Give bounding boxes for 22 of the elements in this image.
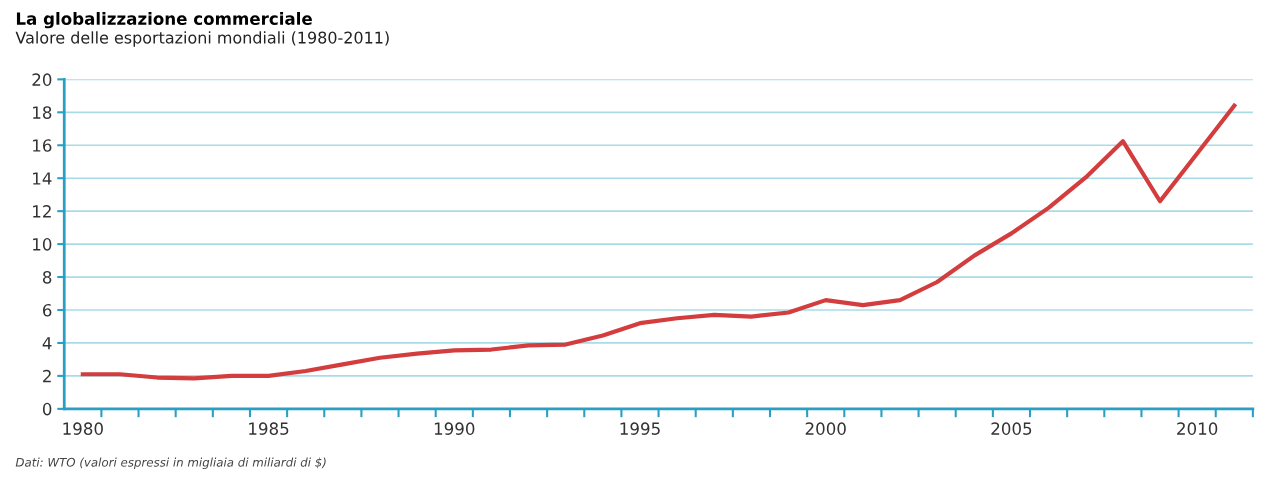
x-tick-label: 1980 [63,422,103,435]
x-tick-label: 1995 [620,422,660,435]
text: Dati: WTO (valori espressi in migliaia di miliardi di $) [15,457,326,470]
y-tick-label: 12 [33,205,51,218]
y-tick-label: 14 [33,172,52,185]
x-tick-label: 2005 [991,422,1032,435]
chart-subtitle: Valore delle esportazioni mondiali (1980-2011) [15,31,389,47]
x-tick-label: 1990 [434,422,475,435]
x-tick-label: 2010 [1177,422,1218,435]
chart-title: La globalizzazione commerciale [16,12,312,29]
y-tick-label: 0 [42,402,52,416]
y-tick-label: 20 [32,73,52,86]
x-tick-label: 2000 [805,422,846,435]
y-tick-label: 2 [43,369,51,383]
y-tick-label: 4 [42,337,52,350]
y-tick-label: 18 [33,106,52,119]
line-series [80,103,1237,381]
x-tick-label: 1985 [249,422,289,435]
y-tick-label: 10 [33,238,52,251]
y-tick-label: 8 [42,271,52,284]
y-tick-label: 6 [43,303,52,317]
y-tick-label: 16 [33,139,52,152]
